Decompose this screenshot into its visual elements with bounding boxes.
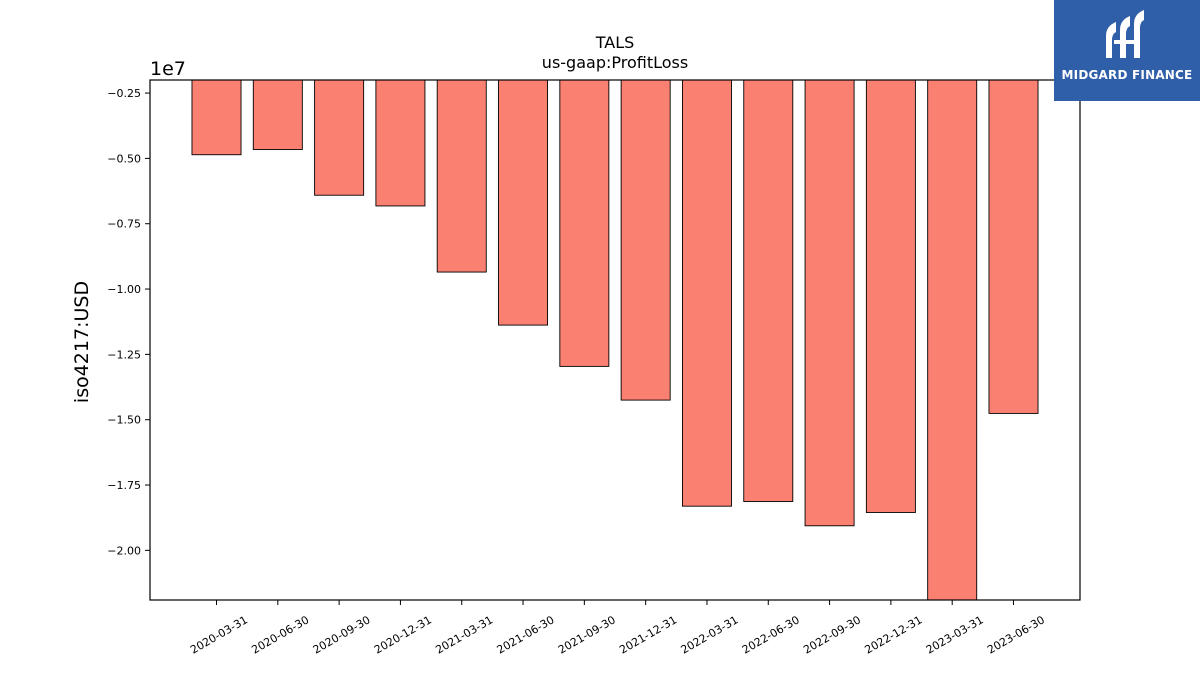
x-tick-label: 2020-09-30 — [311, 613, 373, 656]
x-tick-label: 2021-03-31 — [433, 613, 495, 656]
bar-2021-03-31 — [436, 79, 487, 273]
x-tick-label: 2023-06-30 — [985, 613, 1047, 656]
plot-frame — [149, 79, 1081, 601]
y-tick-label: −0.75 — [107, 218, 141, 231]
x-tick-label: 2021-06-30 — [495, 613, 557, 656]
y-tick-label: −1.50 — [107, 414, 141, 427]
bar-2022-03-31 — [681, 79, 732, 507]
logo-text: MIDGARD FINANCE — [1061, 68, 1193, 82]
y-axis: −0.25 −0.50 −0.75 −1.00 −1.25 −1.50 −1.75 −2.00 — [107, 87, 150, 557]
y-tick-label: −1.00 — [107, 283, 141, 296]
x-tick-label: 2022-06-30 — [740, 613, 802, 656]
y-tick-label: −1.75 — [107, 479, 141, 492]
y-tick-label: −2.00 — [107, 544, 141, 557]
y-axis-label: iso4217:USD — [71, 281, 93, 403]
chart-title: TALS — [595, 33, 635, 52]
bar-2021-09-30 — [559, 79, 610, 367]
x-tick-label: 2021-09-30 — [556, 613, 618, 656]
bar-2020-06-30 — [252, 79, 303, 150]
x-tick-label: 2020-06-30 — [249, 613, 311, 656]
y-tick-label: −0.25 — [107, 87, 141, 100]
x-tick-label: 2021-12-31 — [617, 613, 679, 656]
y-scale-multiplier: 1e7 — [150, 58, 186, 80]
bar-2020-12-31 — [375, 79, 426, 207]
x-tick-label: 2022-12-31 — [863, 613, 925, 656]
x-tick-label: 2020-12-31 — [372, 613, 434, 656]
bars-group — [191, 79, 1039, 601]
bar-2020-09-30 — [314, 79, 365, 196]
x-tick-label: 2022-03-31 — [679, 613, 741, 656]
bar-2022-06-30 — [743, 79, 794, 502]
x-tick-label: 2020-03-31 — [188, 613, 250, 656]
bar-2022-12-31 — [865, 79, 916, 513]
bar-2021-12-31 — [620, 79, 671, 401]
bar-2021-06-30 — [498, 79, 549, 326]
x-axis: 2020-03-31 2020-06-30 2020-09-30 2020-12-31… — [188, 600, 1047, 657]
midgard-finance-logo: MIDGARD FINANCE — [1054, 0, 1200, 101]
bar-2023-03-31 — [927, 79, 978, 601]
logo-mark-icon — [1106, 10, 1144, 58]
bar-2023-06-30 — [988, 79, 1039, 414]
bar-2020-03-31 — [191, 79, 242, 156]
chart-subtitle: us-gaap:ProfitLoss — [542, 53, 688, 72]
bar-2022-09-30 — [804, 79, 855, 527]
x-tick-label: 2023-03-31 — [924, 613, 986, 656]
y-tick-label: −0.50 — [107, 152, 141, 165]
y-tick-label: −1.25 — [107, 348, 141, 361]
x-tick-label: 2022-09-30 — [801, 613, 863, 656]
